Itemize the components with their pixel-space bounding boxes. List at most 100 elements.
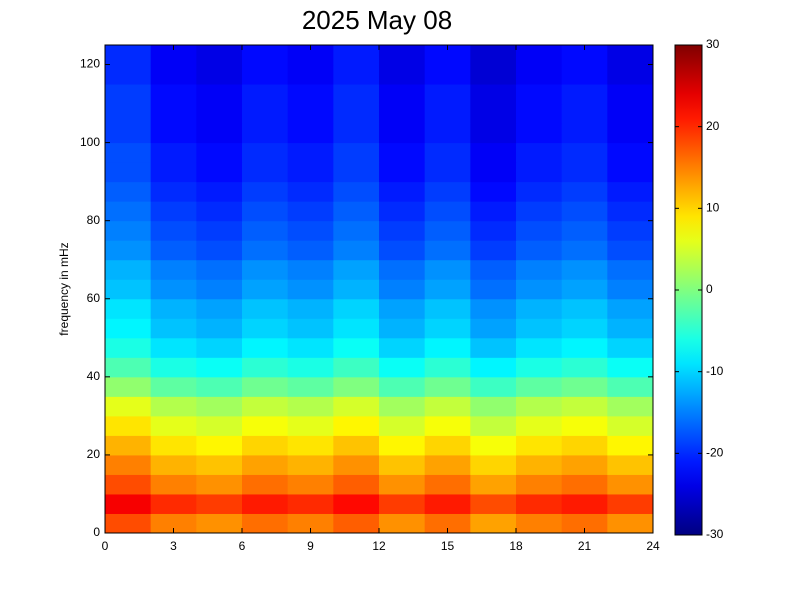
heatmap-cell bbox=[242, 493, 289, 514]
heatmap-cell bbox=[150, 357, 197, 378]
heatmap-cell bbox=[333, 415, 380, 436]
heatmap-cell bbox=[561, 220, 608, 241]
heatmap-cell bbox=[150, 318, 197, 339]
heatmap-cell bbox=[561, 415, 608, 436]
x-tick-label: 18 bbox=[509, 539, 523, 553]
heatmap-cell bbox=[470, 240, 517, 261]
heatmap-cell bbox=[561, 103, 608, 124]
heatmap-cell bbox=[242, 103, 289, 124]
heatmap-cell bbox=[516, 298, 563, 319]
heatmap-cell bbox=[242, 240, 289, 261]
heatmap-cell bbox=[561, 513, 608, 534]
colorbar-tick-label: 20 bbox=[706, 119, 720, 133]
colorbar-tick-label: 0 bbox=[706, 282, 713, 296]
heatmap-cell bbox=[470, 279, 517, 300]
heatmap-cell bbox=[470, 162, 517, 183]
heatmap-cell bbox=[287, 181, 334, 202]
heatmap-cell bbox=[196, 220, 243, 241]
heatmap-cell bbox=[516, 474, 563, 495]
heatmap-cell bbox=[150, 84, 197, 105]
heatmap-cell bbox=[424, 474, 471, 495]
heatmap-cell bbox=[150, 376, 197, 397]
heatmap-cell bbox=[379, 513, 426, 534]
heatmap-cell bbox=[379, 279, 426, 300]
heatmap-cell bbox=[379, 64, 426, 85]
heatmap-cell bbox=[196, 337, 243, 358]
heatmap-cell bbox=[379, 123, 426, 144]
heatmap-cell bbox=[105, 142, 152, 163]
heatmap-cell bbox=[470, 376, 517, 397]
heatmap-cell bbox=[379, 298, 426, 319]
heatmap-cell bbox=[287, 279, 334, 300]
heatmap-cell bbox=[196, 64, 243, 85]
heatmap-cell bbox=[196, 142, 243, 163]
heatmap-cell bbox=[150, 64, 197, 85]
heatmap-cell bbox=[516, 454, 563, 475]
heatmap-cell bbox=[424, 181, 471, 202]
heatmap-cell bbox=[561, 45, 608, 66]
heatmap-cell bbox=[607, 201, 654, 222]
heatmap-cell bbox=[470, 45, 517, 66]
heatmap-cell bbox=[287, 318, 334, 339]
heatmap-cell bbox=[287, 435, 334, 456]
heatmap-cell bbox=[150, 162, 197, 183]
x-tick-label: 3 bbox=[170, 539, 177, 553]
heatmap-cell bbox=[516, 142, 563, 163]
heatmap-cell bbox=[424, 337, 471, 358]
heatmap-cell bbox=[470, 84, 517, 105]
heatmap-cell bbox=[470, 493, 517, 514]
heatmap-cell bbox=[607, 474, 654, 495]
heatmap-cell bbox=[150, 181, 197, 202]
heatmap-cell bbox=[424, 162, 471, 183]
heatmap-cell bbox=[516, 435, 563, 456]
heatmap-cell bbox=[333, 240, 380, 261]
x-tick-label: 24 bbox=[646, 539, 660, 553]
heatmap-cell bbox=[470, 142, 517, 163]
heatmap-cell bbox=[105, 415, 152, 436]
heatmap-cell bbox=[150, 259, 197, 280]
heatmap-cell bbox=[379, 435, 426, 456]
heatmap-cell bbox=[470, 435, 517, 456]
heatmap-cell bbox=[424, 259, 471, 280]
heatmap-cell bbox=[561, 84, 608, 105]
heatmap-cell bbox=[287, 415, 334, 436]
heatmap-cell bbox=[607, 103, 654, 124]
heatmap-cell bbox=[333, 123, 380, 144]
heatmap-cell bbox=[242, 513, 289, 534]
heatmap-cell bbox=[516, 396, 563, 417]
heatmap-cell bbox=[561, 474, 608, 495]
heatmap-cell bbox=[379, 240, 426, 261]
y-tick-label: 120 bbox=[80, 57, 100, 71]
heatmap-cell bbox=[196, 474, 243, 495]
heatmap-cell bbox=[470, 201, 517, 222]
heatmap-cell bbox=[470, 259, 517, 280]
heatmap-cell bbox=[424, 201, 471, 222]
heatmap-cell bbox=[196, 493, 243, 514]
heatmap-cell bbox=[287, 103, 334, 124]
heatmap-cell bbox=[105, 123, 152, 144]
heatmap-cell bbox=[333, 162, 380, 183]
heatmap-cell bbox=[196, 298, 243, 319]
heatmap-cell bbox=[607, 435, 654, 456]
heatmap-cell bbox=[379, 45, 426, 66]
heatmap-cell bbox=[150, 435, 197, 456]
heatmap-cell bbox=[424, 240, 471, 261]
heatmap-cell bbox=[470, 415, 517, 436]
heatmap-cell bbox=[287, 220, 334, 241]
heatmap-cell bbox=[333, 64, 380, 85]
heatmap-cell bbox=[561, 240, 608, 261]
heatmap-cell bbox=[379, 142, 426, 163]
heatmap-cell bbox=[379, 201, 426, 222]
x-tick-label: 12 bbox=[372, 539, 386, 553]
heatmap-cell bbox=[242, 279, 289, 300]
heatmap-cell bbox=[516, 357, 563, 378]
heatmap-cell bbox=[196, 84, 243, 105]
heatmap-cell bbox=[516, 493, 563, 514]
heatmap-cell bbox=[516, 279, 563, 300]
heatmap-cell bbox=[196, 181, 243, 202]
heatmap-cell bbox=[424, 415, 471, 436]
heatmap-cell bbox=[561, 454, 608, 475]
heatmap-cell bbox=[150, 201, 197, 222]
heatmap-cell bbox=[424, 279, 471, 300]
heatmap-cell bbox=[242, 220, 289, 241]
